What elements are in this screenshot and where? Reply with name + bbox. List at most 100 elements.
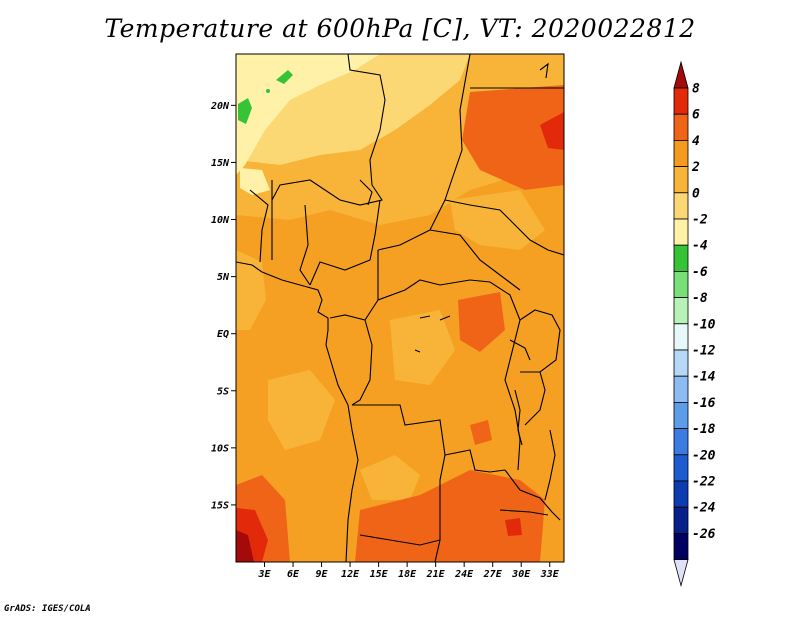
colorbar-segment	[673, 87, 689, 115]
field-neg6-to-neg4-b	[276, 70, 293, 84]
field-4-to-6-south	[355, 470, 545, 562]
lon-tick-label: 15E	[370, 569, 389, 580]
chart-title: Temperature at 600hPa [C], VT: 202002281…	[104, 14, 696, 43]
border-congo-gabon	[351, 319, 373, 406]
field-neg4-to-neg2-patch	[240, 168, 270, 195]
lon-tick-label: 24E	[454, 569, 474, 580]
field-neg4-to-neg2-north	[236, 54, 380, 175]
longitude-axis: 3E 6E 9E 12E 15E 18E 21E 24E 27E 30E 33E	[257, 562, 560, 580]
colorbar-label: 6	[692, 108, 700, 123]
colorbar-label: -22	[692, 475, 716, 490]
rivers-congo	[414, 315, 451, 353]
colorbar-label: 4	[692, 134, 700, 149]
colorbar-segment	[673, 533, 689, 561]
grads-credit: GrADS: IGES/COLA	[4, 604, 91, 614]
colorbar-label: -10	[692, 317, 716, 332]
field-0-to-2-ocean	[268, 370, 335, 450]
border-zambia-tanzania	[504, 469, 561, 521]
colorbar-segment	[673, 480, 689, 508]
field-6-to-8-north	[540, 112, 564, 150]
field-4-to-6-small	[470, 420, 492, 445]
colorbar-segment	[673, 375, 689, 403]
lake-victoria	[509, 339, 531, 361]
field-4-to-6-east-congo	[458, 292, 505, 352]
lake-tanganyika	[514, 389, 523, 446]
colorbar: 8 6 4 2 0 -2 -4 -6 -8 -10 -12 -14 -16 -18 -20 -22 -24 -26	[673, 60, 716, 588]
colorbar-segment	[673, 192, 689, 220]
colorbar-label: -24	[692, 501, 716, 516]
field-0-to-2-congo	[390, 310, 455, 385]
border-burkina	[249, 189, 269, 263]
colorbar-segment	[673, 454, 689, 482]
lon-tick-label: 18E	[398, 569, 417, 580]
lon-tick-label: 12E	[341, 569, 360, 580]
lat-tick-label: EQ	[217, 329, 229, 340]
colorbar-label: -26	[692, 527, 716, 542]
colorbar-segment	[673, 166, 689, 194]
border-drc-east	[377, 279, 521, 471]
colorbar-label: 8	[692, 82, 700, 97]
colorbar-segment	[673, 244, 689, 272]
lon-tick-label: 9E	[316, 569, 329, 580]
colorbar-segment	[673, 506, 689, 534]
colorbar-label: -20	[692, 448, 716, 463]
border-car	[429, 229, 521, 291]
map-frame	[235, 53, 565, 563]
field-6-to-8-south	[505, 518, 522, 536]
border-chad-sudan	[377, 54, 471, 251]
colorbar-segment	[673, 139, 689, 167]
lake-malawi	[544, 429, 556, 501]
lon-tick-label: 33E	[540, 569, 560, 580]
border-sudan-south	[444, 199, 564, 256]
coast-red-sea	[539, 62, 549, 79]
lat-tick-label: 10S	[211, 443, 229, 454]
latitude-axis: 20N 15N 10N 5N EQ 5S 10S 15S	[210, 101, 236, 511]
colorbar-top-triangle	[673, 60, 689, 89]
field-0-to-2-chad	[450, 190, 545, 250]
colorbar-segment	[673, 349, 689, 377]
border-nigeria-chad	[309, 199, 381, 286]
lon-tick-label: 27E	[483, 569, 503, 580]
lat-tick-label: 15N	[211, 158, 230, 169]
border-rwanda	[524, 371, 546, 426]
lon-tick-label: 3E	[257, 569, 271, 580]
colorbar-label: -6	[692, 265, 708, 280]
colorbar-label: -8	[692, 291, 708, 306]
lat-tick-label: 20N	[210, 101, 230, 112]
coastline-west	[236, 261, 359, 562]
colorbar-segment	[673, 428, 689, 456]
lake-chad	[359, 179, 373, 206]
field-neg6-to-neg4-c	[266, 89, 270, 93]
lat-tick-label: 5S	[217, 386, 229, 397]
temperature-field	[236, 54, 564, 562]
lat-tick-label: 5N	[217, 272, 230, 283]
colorbar-label: 2	[691, 160, 700, 175]
lat-tick-label: 15S	[211, 500, 229, 511]
lon-tick-label: 21E	[426, 569, 446, 580]
colorbar-segment	[673, 218, 689, 246]
border-benin-nigeria	[299, 204, 311, 286]
field-0-to-2-angola	[360, 455, 420, 500]
border-zambia-malawi	[499, 509, 549, 516]
colorbar-label: -18	[692, 422, 716, 437]
colorbar-label: -12	[692, 344, 716, 359]
colorbar-label: -4	[692, 239, 708, 254]
colorbar-label: -16	[692, 396, 716, 411]
colorbar-segment	[673, 323, 689, 351]
colorbar-label: -2	[692, 213, 708, 228]
field-neg6-to-neg4-a	[238, 98, 252, 124]
colorbar-bottom-triangle	[673, 559, 689, 588]
country-borders	[236, 54, 564, 562]
colorbar-segment	[673, 270, 689, 298]
border-niger-mali	[271, 54, 386, 206]
colorbar-segment	[673, 401, 689, 429]
field-above-8	[236, 530, 254, 562]
colorbar-segment	[673, 297, 689, 325]
lon-tick-label: 6E	[287, 569, 300, 580]
colorbar-label: 0	[692, 186, 700, 201]
border-angola-namibia	[434, 539, 441, 562]
lon-tick-label: 30E	[511, 569, 531, 580]
colorbar-label: -14	[692, 370, 716, 385]
lat-tick-label: 10N	[211, 215, 230, 226]
